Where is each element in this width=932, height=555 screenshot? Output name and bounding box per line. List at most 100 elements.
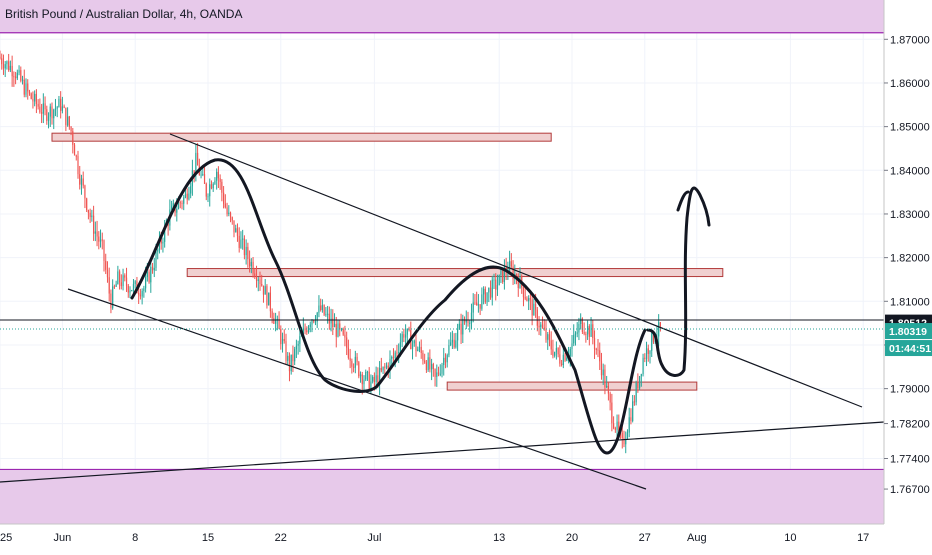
resistance-box-2[interactable]: [446, 381, 698, 391]
candle-body-269: [465, 320, 467, 323]
candle-body-50: [86, 198, 88, 210]
candle-body-263: [455, 340, 457, 348]
candle-body-147: [254, 273, 256, 277]
candle-body-252: [436, 372, 438, 377]
candle-body-324: [561, 363, 563, 366]
candle-body-381: [659, 322, 661, 327]
candle-body-339: [587, 326, 589, 335]
candle-body-253: [437, 372, 440, 374]
candle-body-66: [113, 286, 115, 288]
candle-body-155: [268, 292, 270, 306]
candle-body-280: [484, 288, 486, 303]
candle-body-173: [299, 336, 301, 344]
candle-body-87: [150, 266, 152, 283]
candle-body-362: [626, 432, 629, 440]
candle-body-233: [403, 334, 405, 338]
time-axis-bg[interactable]: [0, 524, 932, 550]
candle-body-234: [405, 334, 407, 338]
candle-body-212: [366, 371, 369, 373]
candle-body-321: [555, 347, 557, 352]
candle-body-154: [266, 286, 268, 306]
candle-body-256: [443, 357, 445, 366]
candle-body-121: [209, 184, 211, 197]
candle-body-57: [98, 236, 100, 242]
resistance-box-0[interactable]: [51, 132, 552, 142]
candle-body-177: [306, 330, 308, 333]
purple-zone-1: [0, 469, 884, 524]
candle-body-176: [304, 328, 306, 331]
candle-body-168: [290, 354, 292, 372]
candle-body-25: [42, 103, 44, 114]
candle-body-335: [580, 318, 582, 324]
candle-body-47: [80, 178, 83, 185]
price-tag-bg-1: [885, 323, 932, 340]
candle-body-239: [413, 340, 415, 344]
projected-path: [646, 186, 711, 377]
candle-body-6: [9, 65, 11, 71]
candle-body-31: [53, 109, 55, 119]
candle-body-26: [44, 103, 46, 110]
candle-body-110: [190, 186, 192, 194]
time-tick-label-3: 15: [202, 532, 214, 544]
candle-body-171: [295, 345, 297, 350]
candle-body-232: [401, 334, 403, 343]
price-tick-label-9: 1.78200: [890, 419, 930, 431]
candle-body-206: [356, 356, 358, 363]
candle-body-213: [368, 371, 370, 389]
resistance-box-1[interactable]: [186, 268, 724, 278]
candle-body-48: [82, 178, 84, 186]
candle-body-344: [595, 348, 597, 350]
candle-body-170: [294, 349, 296, 362]
candle-body-315: [545, 329, 547, 340]
candle-body-3: [4, 64, 6, 69]
candle-body-207: [358, 362, 360, 377]
candle-body-151: [261, 284, 263, 286]
candle-body-217: [375, 375, 377, 382]
candle-body-248: [429, 357, 431, 370]
candle-body-376: [651, 331, 653, 351]
candle-body-169: [292, 354, 294, 362]
candle-body-44: [75, 155, 77, 157]
candle-body-319: [552, 349, 554, 356]
candle-body-372: [644, 357, 646, 359]
candle-body-142: [245, 246, 247, 256]
candle-body-74: [127, 285, 129, 293]
candle-body-85: [146, 271, 148, 278]
candle-body-215: [372, 376, 374, 382]
candle-body-351: [607, 385, 609, 394]
candle-body-318: [550, 340, 552, 350]
candle-body-196: [339, 323, 341, 330]
candle-body-114: [197, 152, 199, 166]
candle-body-16: [27, 83, 29, 92]
candle-body-341: [590, 324, 592, 337]
candle-body-284: [491, 279, 493, 298]
candle-body-337: [583, 331, 585, 334]
price-tick-label-8: 1.79000: [890, 384, 930, 396]
price-tick-label-2: 1.85000: [890, 122, 930, 134]
candle-body-90: [155, 251, 157, 268]
candle-body-320: [554, 351, 556, 356]
candle-body-58: [99, 239, 102, 242]
candle-body-89: [153, 267, 155, 271]
candle-body-219: [379, 368, 381, 385]
time-axis: 25 Jun 8 15 22 Jul 13 20 27 Aug 10 17: [0, 532, 869, 544]
candle-body-332: [574, 333, 577, 335]
candle-body-288: [498, 274, 500, 286]
candle-body-364: [630, 417, 632, 421]
candle-body-243: [420, 346, 422, 353]
candle-body-55: [94, 231, 96, 234]
price-tick-label-4: 1.83000: [890, 209, 930, 221]
candle-body-250: [432, 364, 434, 370]
candle-body-70: [120, 282, 122, 287]
candle-body-109: [188, 193, 190, 200]
price-axis-bg[interactable]: [884, 0, 932, 524]
candle-body-302: [522, 287, 525, 298]
candle-body-130: [224, 203, 226, 208]
candle-body-105: [181, 202, 183, 204]
candle-body-128: [221, 181, 223, 193]
plot-background: [0, 0, 884, 524]
price-tick-label-3: 1.84000: [890, 165, 930, 177]
candle-body-307: [531, 299, 533, 316]
